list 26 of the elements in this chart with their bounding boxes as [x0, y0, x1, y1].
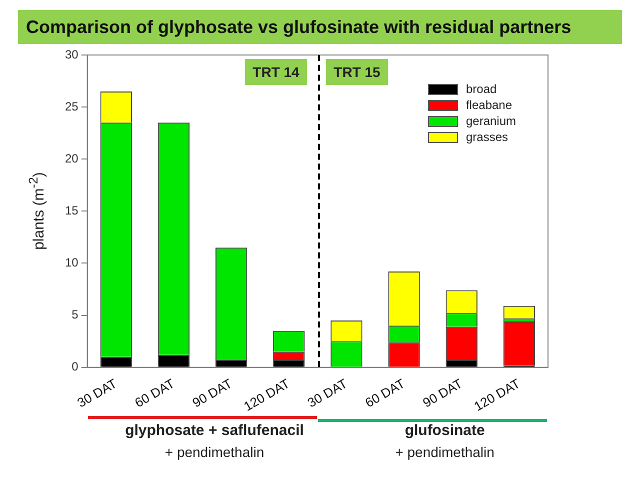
- x-tick-label: 90 DAT: [420, 376, 465, 410]
- x-tick-label: 120 DAT: [471, 376, 523, 414]
- y-tick-label: 10: [64, 256, 79, 270]
- annotation: TRT 15: [326, 59, 388, 85]
- annotation: TRT 14: [244, 59, 308, 85]
- y-tick-label: 0: [72, 360, 79, 374]
- text: glyphosate + saflufenacil: [125, 422, 304, 439]
- x-tick-label: 30 DAT: [74, 376, 120, 410]
- y-tick-label: 20: [64, 151, 79, 166]
- text: + pendimethalin: [395, 444, 494, 460]
- legend-label: fleabane: [466, 98, 512, 112]
- legend-label: broad: [466, 82, 497, 96]
- x-tick-label: 30 DAT: [304, 376, 350, 410]
- text: glufosinate: [404, 422, 485, 439]
- x-tick-label: 60 DAT: [132, 376, 178, 410]
- x-tick-label: 90 DAT: [190, 376, 235, 410]
- legend-label: grasses: [466, 130, 508, 144]
- y-tick-label: 25: [64, 99, 79, 114]
- text: + pendimethalin: [164, 444, 264, 460]
- y-tick-label: 5: [72, 308, 79, 322]
- x-tick-label: 60 DAT: [362, 376, 408, 410]
- legend-label: geranium: [466, 114, 516, 128]
- chart-title: Comparison of glyphosate vs glufosinate with residual partners: [18, 10, 622, 44]
- x-tick-label: 120 DAT: [241, 376, 292, 414]
- y-tick-label: 15: [64, 203, 79, 218]
- y-tick-label: 30: [64, 47, 79, 62]
